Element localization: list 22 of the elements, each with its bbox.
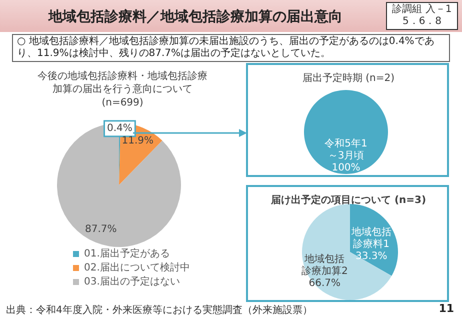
text: 地域包括診療料／地域包括診療加算の届出意向 <box>47 8 344 26</box>
chart-title: 届出予定時期 (n=2) <box>302 72 395 84</box>
slice-label: 地域包括診療料1 <box>350 226 392 250</box>
source-note: 出典：令和4年度入院・外来医療等における実態調査（外来施設票） <box>6 304 312 317</box>
data-label: 66.7% <box>308 278 341 290</box>
chart-subtitle: (n=699) <box>102 98 144 108</box>
text: 11 <box>438 302 454 315</box>
data-label: 11.9% <box>122 135 154 146</box>
data-label: 0.4% <box>107 123 132 134</box>
data-label: 100% <box>332 162 360 174</box>
data-label: 87.7% <box>85 224 117 235</box>
legend-label: 01.届出予定がある <box>84 248 170 260</box>
slice-label: 令和5年1～3月頃 <box>324 138 368 162</box>
chart-title: 届け出予定の項目について (n=3) <box>270 194 426 206</box>
text: 5．6．8 <box>401 16 443 28</box>
data-label: 33.3% <box>355 250 388 262</box>
chart-title: 今後の地域包括診療料・地域包括診療加算の届出を行う意向について <box>38 70 208 95</box>
slice-label: 地域包括診療加算2 <box>301 253 348 278</box>
text: ○ 地域包括診療料／地域包括診療加算の未届出施設のうち、届出の予定があるのは0.4%であり、11.9%は検討中、残りの87.7%は届出の予定はないとしていた。 <box>12 34 450 62</box>
text: 診調組 入－1 <box>391 4 453 16</box>
legend-label: 03.届出の予定はない <box>84 276 180 288</box>
legend-label: 02.届出について検討中 <box>84 262 190 274</box>
